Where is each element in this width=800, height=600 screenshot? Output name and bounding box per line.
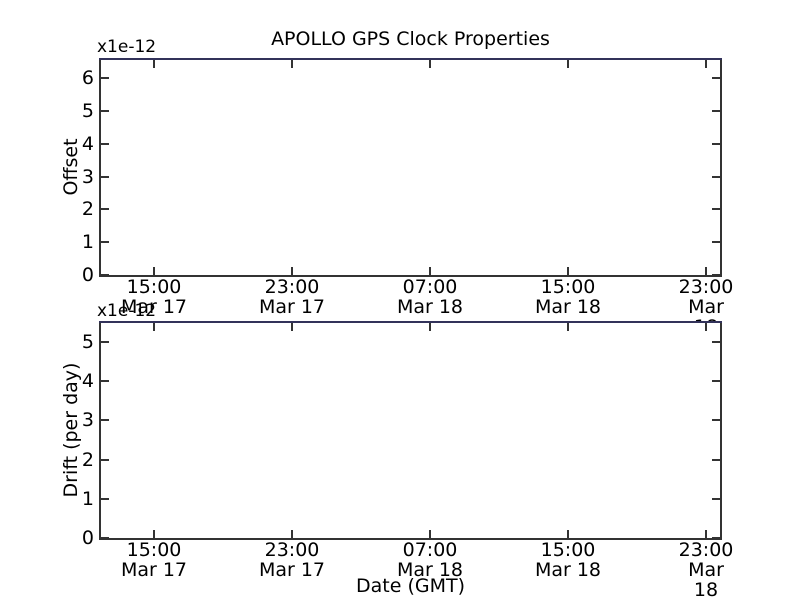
x-tick-mark <box>705 60 707 68</box>
y-tick-mark <box>712 208 720 211</box>
y-tick-mark <box>712 241 720 244</box>
y-tick-label: 1 <box>81 487 94 510</box>
x-tick-mark <box>153 323 155 331</box>
y-tick-mark <box>101 175 109 178</box>
y-tick-label: 3 <box>81 165 94 188</box>
x-tick-mark <box>705 267 707 275</box>
y-tick-mark <box>101 419 109 422</box>
x-tick-mark <box>153 530 155 538</box>
y-axis-offset-text-bottom: x1e-12 <box>97 301 157 321</box>
y-tick-mark <box>712 419 720 422</box>
x-tick-mark <box>429 530 431 538</box>
series-line-top-edge <box>99 58 722 60</box>
x-tick-mark <box>567 60 569 68</box>
x-tick-mark <box>153 267 155 275</box>
x-tick-mark <box>429 267 431 275</box>
y-tick-label: 0 <box>81 527 94 549</box>
axes-drift-plot: 0 1 2 3 4 5 15:00 Mar 17 23:00 Mar 17 07:00 Mar … <box>82 321 733 600</box>
x-tick-mark <box>291 530 293 538</box>
y-tick-mark <box>712 77 720 80</box>
y-tick-mark <box>101 241 109 244</box>
y-tick-mark <box>101 341 109 343</box>
x-tick-label: 15:00 Mar 17 <box>120 276 188 318</box>
x-tick-label: 23:00 Mar 17 <box>258 276 326 318</box>
y-tick-label: 6 <box>81 67 94 90</box>
y-tick-mark <box>101 208 109 211</box>
x-tick-mark <box>567 323 569 331</box>
y-tick-mark <box>101 77 109 80</box>
y-tick-mark <box>712 537 720 539</box>
y-axis-label-offset: Offset <box>60 138 82 196</box>
x-tick-label: 07:00 Mar 18 <box>396 276 464 318</box>
x-tick-mark <box>429 323 431 331</box>
x-tick-mark <box>567 530 569 538</box>
axes-offset-plot: 0 1 2 3 4 5 6 15:00 Mar 17 23:00 Mar 17 07:00 Mar… <box>82 58 733 337</box>
x-tick-mark <box>291 267 293 275</box>
y-tick-mark <box>101 497 109 500</box>
y-tick-mark <box>101 142 109 145</box>
x-tick-label: 15:00 Mar 18 <box>534 539 602 581</box>
y-tick-label: 5 <box>81 331 94 353</box>
y-tick-mark <box>712 142 720 145</box>
chart-title: APOLLO GPS Clock Properties <box>271 28 550 50</box>
x-tick-label: 15:00 Mar 17 <box>120 539 188 581</box>
y-tick-label: 1 <box>81 231 94 254</box>
x-tick-label: 23:00 Mar 18 <box>678 539 734 600</box>
y-tick-mark <box>712 110 720 112</box>
x-tick-mark <box>705 530 707 538</box>
y-tick-mark <box>101 537 109 539</box>
y-tick-mark <box>101 274 109 276</box>
y-tick-mark <box>712 380 720 383</box>
y-tick-mark <box>101 380 109 383</box>
y-tick-mark <box>712 175 720 178</box>
x-tick-mark <box>429 60 431 68</box>
x-tick-mark <box>291 323 293 331</box>
y-tick-label: 2 <box>81 198 94 221</box>
y-tick-label: 4 <box>81 132 94 155</box>
y-tick-label: 0 <box>81 264 94 286</box>
y-tick-mark <box>712 497 720 500</box>
y-tick-label: 4 <box>81 370 94 393</box>
y-tick-mark <box>712 341 720 343</box>
x-tick-mark <box>567 267 569 275</box>
x-tick-mark <box>291 60 293 68</box>
y-tick-mark <box>712 458 720 461</box>
y-tick-mark <box>712 274 720 276</box>
y-axis-label-drift: Drift (per day) <box>60 362 82 498</box>
x-tick-label: 07:00 Mar 18 <box>396 539 464 581</box>
y-tick-mark <box>101 458 109 461</box>
series-line-top-edge <box>99 321 722 323</box>
x-tick-label: 23:00 Mar 17 <box>258 539 326 581</box>
y-tick-label: 2 <box>81 448 94 471</box>
y-tick-mark <box>101 110 109 112</box>
x-tick-mark <box>705 323 707 331</box>
x-axis-label: Date (GMT) <box>356 575 465 597</box>
y-axis-offset-text-top: x1e-12 <box>97 37 157 57</box>
y-tick-label: 3 <box>81 409 94 432</box>
y-tick-label: 5 <box>81 100 94 122</box>
x-tick-mark <box>153 60 155 68</box>
x-tick-label: 15:00 Mar 18 <box>534 276 602 318</box>
